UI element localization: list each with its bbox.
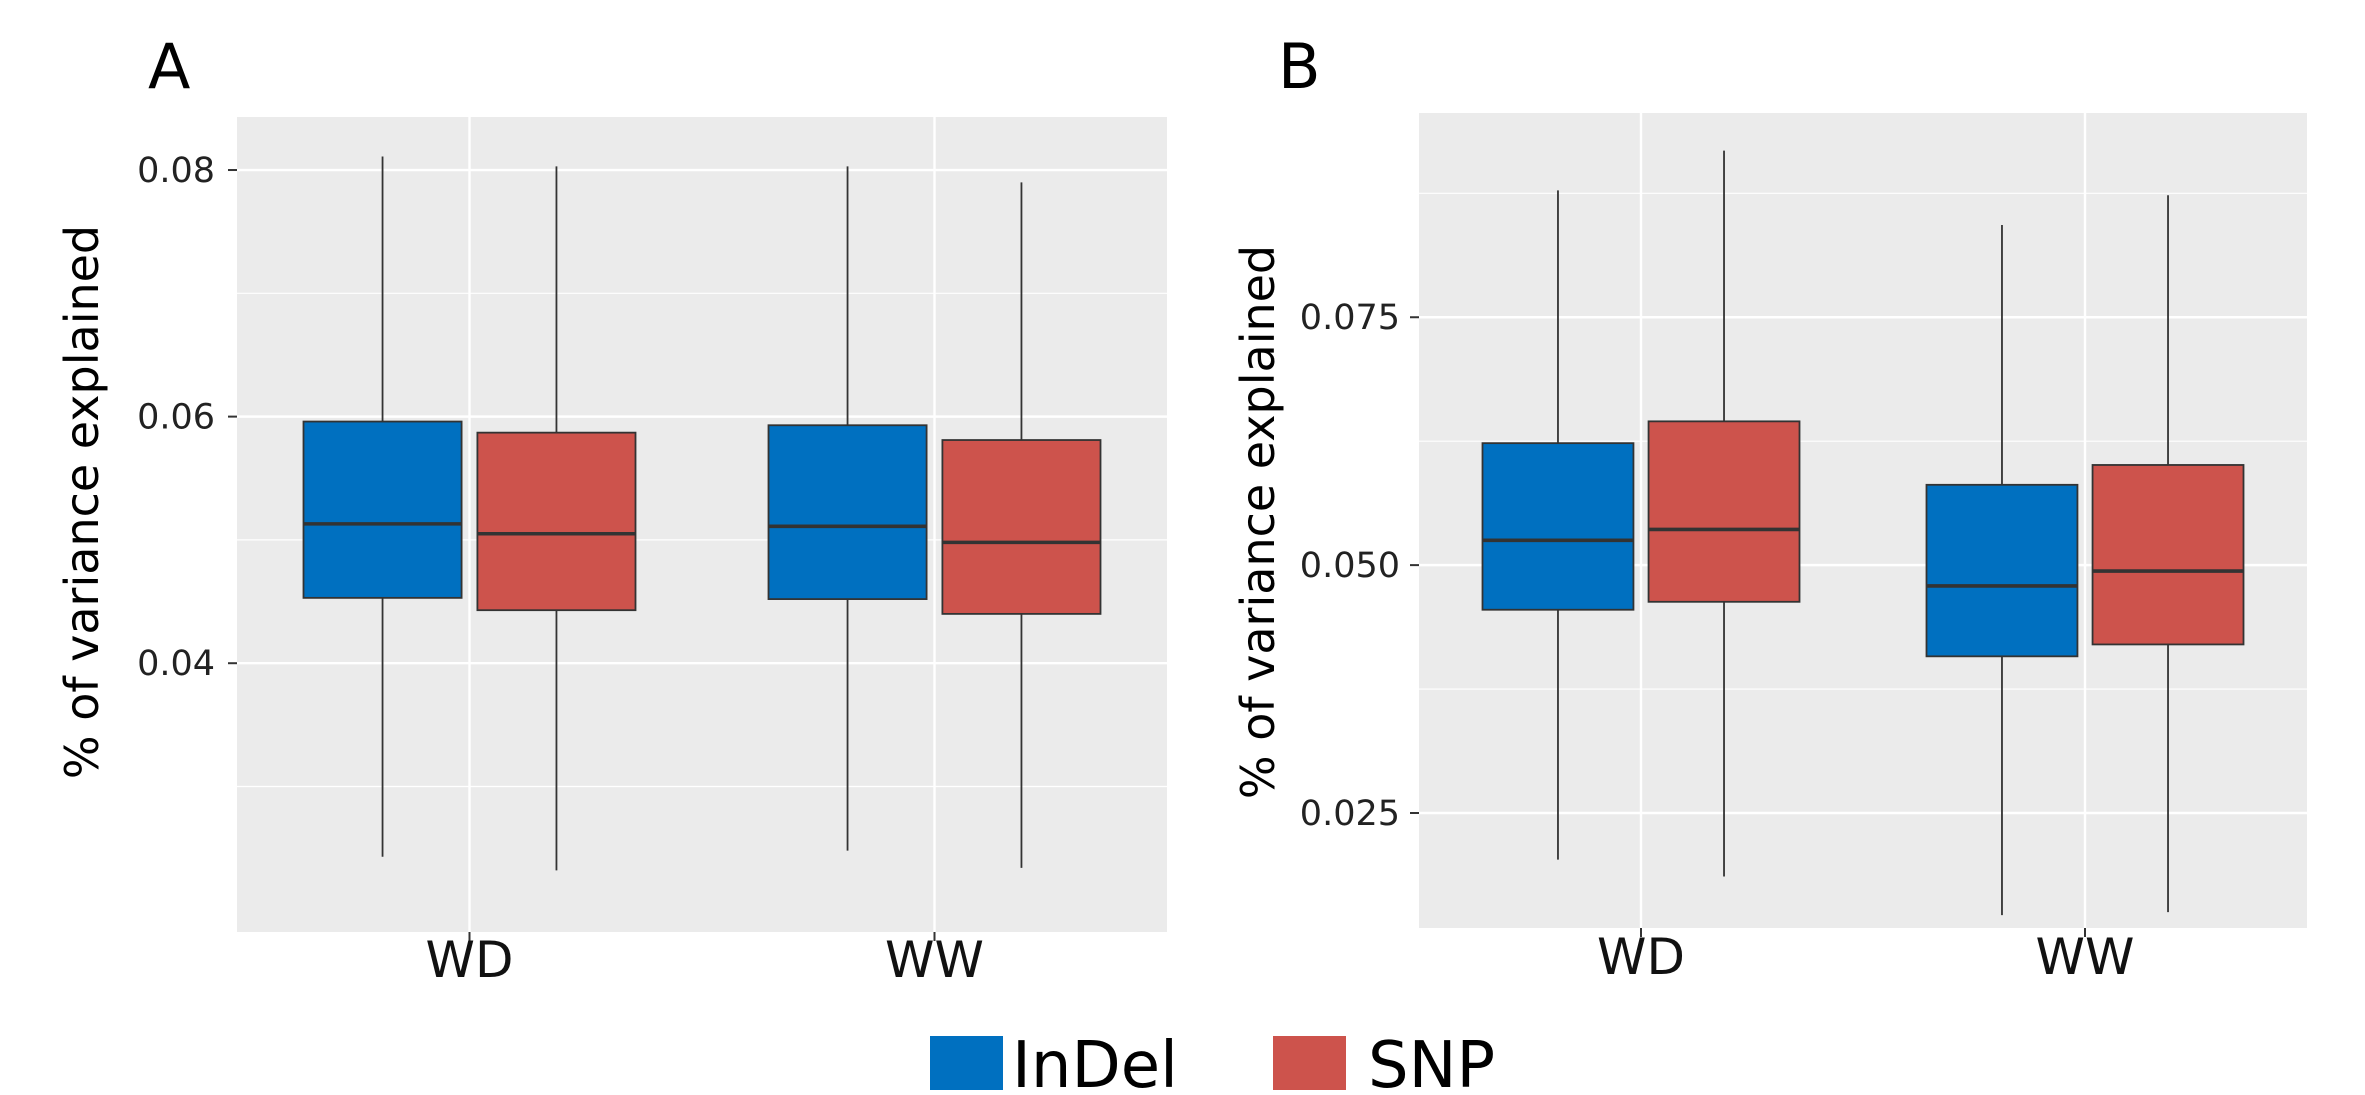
legend-key-snp [1273, 1036, 1346, 1090]
p1-snp-wd-box [476, 431, 637, 612]
p1-x-tick-label-wd: WD [426, 931, 514, 989]
panel-b-x-ticks: WD WW [1597, 928, 2134, 986]
panel-b: B % of variance explained 0.025 0.050 0.07… [1231, 30, 2307, 986]
legend-label-snp: SNP [1368, 1029, 1495, 1095]
panel-a-label: A [148, 30, 190, 103]
panel-a-y-ticks: 0.04 0.06 0.08 [137, 151, 237, 684]
p2-snp-wd-box [1647, 420, 1801, 603]
panel-a-boxes [302, 420, 1102, 615]
panel-b-label: B [1278, 30, 1321, 103]
p1-snp-ww-box [941, 439, 1102, 615]
legend-label-indel: InDel [1012, 1029, 1178, 1095]
p2-x-tick-label-ww: WW [2036, 928, 2135, 986]
panel-a: A % of variance explained 0.04 0.06 0.08 W… [55, 30, 1167, 989]
p2-indel-wd-box [1481, 442, 1635, 611]
legend-key-indel [930, 1036, 1003, 1090]
p1-indel-ww-box [767, 424, 928, 600]
p1-y-tick-label-2: 0.08 [137, 151, 215, 191]
panel-b-y-ticks: 0.025 0.050 0.075 [1300, 298, 1419, 834]
p2-x-tick-label-wd: WD [1597, 928, 1685, 986]
legend: InDel SNP [930, 1029, 1495, 1095]
p2-y-tick-label-2: 0.075 [1300, 298, 1400, 338]
panel-a-y-axis-title: % of variance explained [55, 225, 109, 779]
panel-a-x-ticks: WD WW [426, 931, 984, 989]
p1-y-tick-label-1: 0.06 [137, 398, 215, 438]
panel-b-y-axis-title: % of variance explained [1231, 245, 1285, 799]
panel-b-boxes [1481, 420, 2245, 658]
panel-b-gridlines [1419, 113, 2307, 928]
p1-y-tick-label-0: 0.04 [137, 644, 215, 684]
p1-x-tick-label-ww: WW [885, 931, 984, 989]
panel-a-gridlines [237, 117, 1167, 932]
p1-indel-wd-box [302, 420, 463, 599]
p2-y-tick-label-0: 0.025 [1300, 794, 1400, 834]
p2-snp-ww-box [2091, 464, 2245, 646]
p2-y-tick-label-1: 0.050 [1300, 546, 1400, 586]
panel-b-whiskers [1557, 150, 2169, 916]
p2-indel-ww-box [1925, 483, 2079, 658]
panel-a-whiskers [381, 156, 1023, 871]
